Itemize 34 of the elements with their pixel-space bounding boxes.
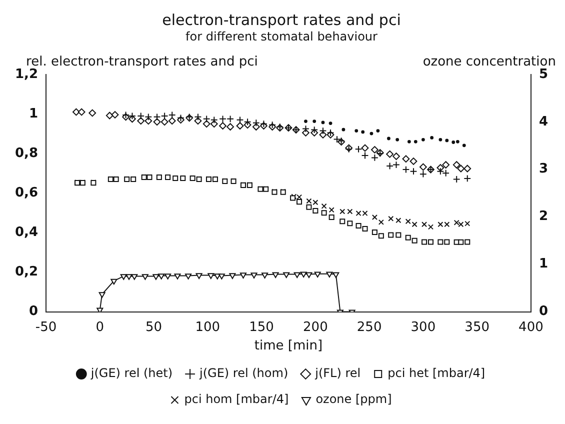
y2-axis-title: ozone concentration xyxy=(422,54,556,70)
legend-label: j(GE) rel (hom) xyxy=(198,366,288,380)
y2-tick-label: 3 xyxy=(538,162,548,177)
y-tick-label: 0,8 xyxy=(15,146,38,161)
x-tick-label: 100 xyxy=(195,320,220,335)
y-tick-label: 0,4 xyxy=(15,225,38,240)
chart-title: electron-transport rates and pci xyxy=(162,10,401,29)
legend-label: ozone [ppm] xyxy=(316,392,392,406)
y-tick-label: 1,2 xyxy=(15,66,38,82)
y-tick-label: 0,2 xyxy=(15,264,38,280)
y-axis-title: rel. electron-transport rates and pci xyxy=(26,54,258,70)
chart-subtitle: for different stomatal behaviour xyxy=(186,29,378,44)
x-tick-label: 50 xyxy=(146,320,162,335)
x-tick-label: 0 xyxy=(96,320,104,335)
legend-label: j(GE) rel (het) xyxy=(90,366,173,380)
y2-tick-label: 4 xyxy=(538,114,548,130)
x-tick-label: -50 xyxy=(35,320,57,335)
x-axis-title: time [min] xyxy=(254,338,323,354)
y-tick-label: 1 xyxy=(28,106,38,122)
x-tick-label: 300 xyxy=(410,320,436,335)
x-tick-label: 200 xyxy=(303,320,328,335)
legend-label: j(FL) rel xyxy=(314,366,361,380)
x-tick-label: 350 xyxy=(464,320,490,335)
legend-label: pci het [mbar/4] xyxy=(388,366,486,380)
x-tick-label: 400 xyxy=(518,320,544,335)
y2-tick-label: 0 xyxy=(538,304,548,320)
x-tick-label: 250 xyxy=(356,320,382,335)
y-tick-label: 0 xyxy=(28,304,38,320)
x-tick-label: 150 xyxy=(249,320,274,335)
y2-tick-label: 1 xyxy=(538,256,548,272)
legend-label: pci hom [mbar/4] xyxy=(184,392,289,406)
y-tick-label: 0,6 xyxy=(15,185,38,200)
y2-tick-label: 5 xyxy=(538,66,548,82)
y2-tick-label: 2 xyxy=(538,209,548,224)
